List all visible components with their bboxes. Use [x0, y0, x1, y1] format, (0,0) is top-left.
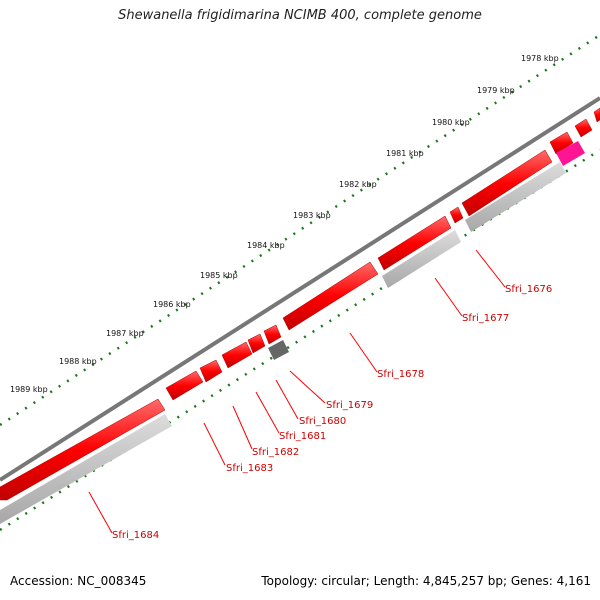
kbp-label: 1985 kbp — [200, 271, 238, 280]
kbp-label: 1989 kbp — [10, 385, 48, 394]
outer-tick-ring — [0, 33, 600, 427]
kbp-labels: 1978 kbp 1979 kbp 1980 kbp 1981 kbp 1982… — [10, 54, 559, 394]
reverse-strand-genes — [0, 141, 585, 524]
forward-strand-genes — [0, 107, 600, 501]
gene-block — [593, 107, 600, 123]
gene-label: Sfri_1681 — [279, 431, 326, 442]
leader-line — [289, 370, 326, 404]
gene-block — [165, 370, 204, 401]
shadow-block — [465, 162, 566, 232]
genome-summary-text: Topology: circular; Length: 4,845,257 bp… — [261, 574, 591, 588]
gene-label: Sfri_1679 — [326, 400, 373, 411]
gene-block — [549, 131, 574, 155]
kbp-label: 1987 kbp — [106, 329, 144, 338]
gene-block — [449, 206, 464, 224]
leader-line — [255, 391, 280, 434]
kbp-label: 1982 kbp — [339, 180, 377, 189]
shadow-block — [382, 230, 461, 288]
gene-block — [0, 398, 166, 501]
leader-line — [275, 379, 299, 420]
leader-line — [434, 277, 463, 317]
gene-label: Sfri_1682 — [252, 447, 299, 458]
outer-dots — [0, 33, 600, 427]
gene-label: Sfri_1678 — [377, 369, 424, 380]
gene-label: Sfri_1680 — [299, 416, 346, 427]
highlight-block — [556, 141, 585, 166]
kbp-label: 1981 kbp — [386, 149, 424, 158]
rna-block — [268, 340, 289, 360]
gene-label: Sfri_1684 — [112, 530, 159, 541]
gene-block — [461, 149, 553, 217]
gene-label: Sfri_1676 — [505, 284, 552, 295]
inner-tick-ring — [0, 148, 600, 532]
shadow-block — [0, 414, 172, 524]
gene-block — [221, 341, 253, 369]
gene-block — [247, 333, 266, 354]
gene-leaders — [88, 249, 506, 534]
kbp-label: 1983 kbp — [293, 211, 331, 220]
gene-block — [199, 359, 223, 383]
genome-backbone — [0, 96, 600, 482]
kbp-label: 1980 kbp — [432, 118, 470, 127]
kbp-label: 1986 kbp — [153, 300, 191, 309]
leader-line — [203, 422, 226, 466]
gene-label: Sfri_1683 — [226, 463, 273, 474]
gene-block — [574, 118, 593, 138]
map-title: Shewanella frigidimarina NCIMB 400, comp… — [118, 8, 482, 23]
gene-block — [282, 261, 379, 331]
gene-block — [377, 215, 452, 271]
leader-line — [475, 249, 506, 288]
gene-label: Sfri_1677 — [462, 313, 509, 324]
leader-line — [349, 332, 378, 373]
gene-block — [263, 324, 282, 345]
leader-line — [88, 491, 113, 534]
kbp-label: 1978 kbp — [521, 54, 559, 63]
kbp-label: 1979 kbp — [477, 86, 515, 95]
kbp-label: 1988 kbp — [59, 357, 97, 366]
accession-text: Accession: NC_008345 — [10, 574, 147, 588]
leader-line — [232, 405, 253, 450]
kbp-label: 1984 kbp — [247, 241, 285, 250]
gene-labels: Sfri_1676 Sfri_1677 Sfri_1678 Sfri_1679 … — [112, 284, 552, 541]
